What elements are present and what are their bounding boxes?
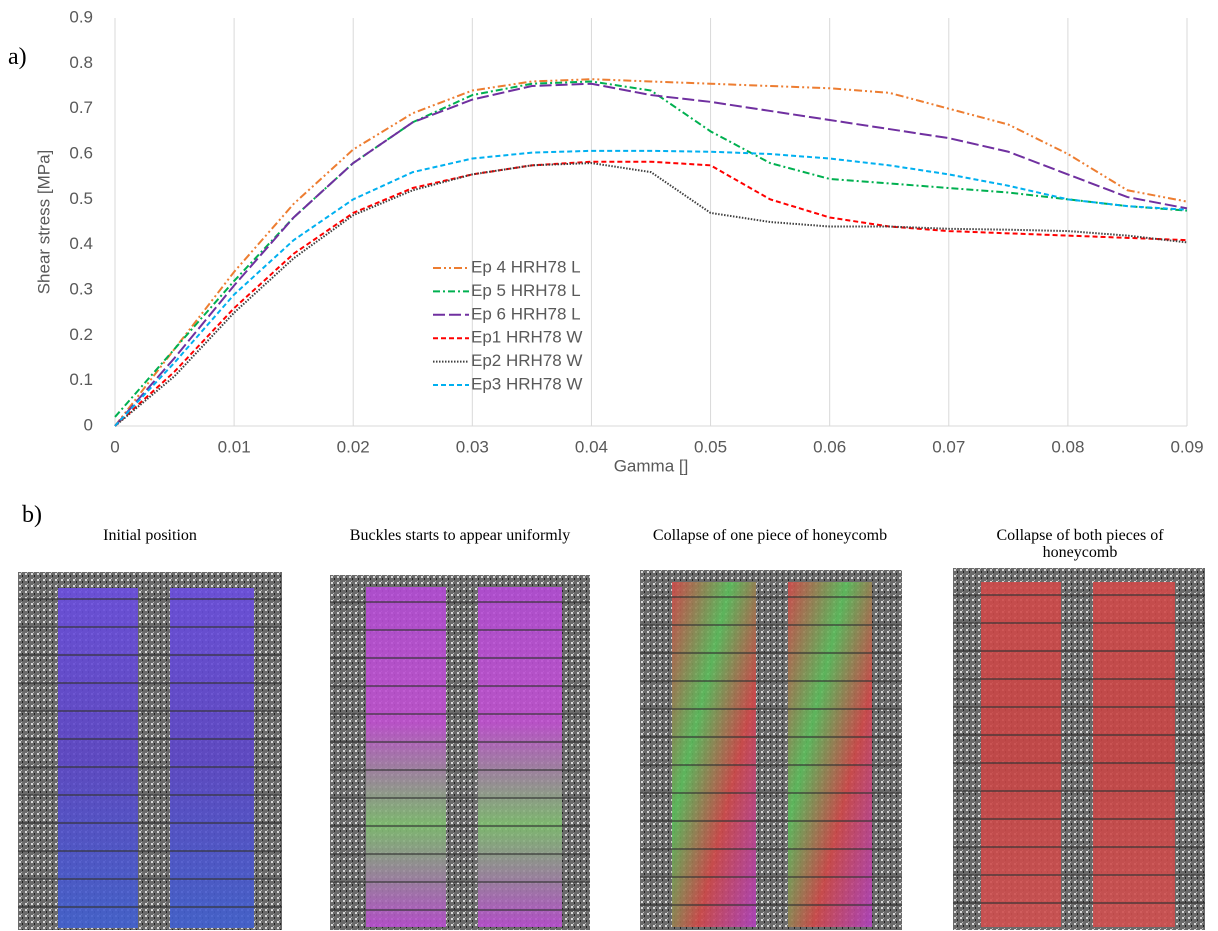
strain-image	[330, 575, 590, 930]
strain-image	[953, 568, 1205, 930]
x-tick-label: 0.04	[575, 437, 608, 456]
y-axis-label: Shear stress [MPa]	[34, 150, 53, 295]
y-tick-label: 0.5	[69, 189, 93, 208]
x-tick-label: 0.07	[932, 437, 965, 456]
x-tick-label: 0.05	[694, 437, 727, 456]
image-caption: Collapse of one piece of honeycomb	[652, 527, 888, 544]
x-axis-label: Gamma []	[614, 456, 689, 475]
y-tick-label: 0.4	[69, 234, 93, 253]
panel-label: a)	[8, 44, 27, 70]
y-tick-label: 0.6	[69, 143, 93, 162]
y-tick-label: 0.3	[69, 279, 93, 298]
x-tick-label: 0.09	[1170, 437, 1203, 456]
legend-label: Ep 5 HRH78 L	[471, 281, 581, 300]
legend-label: Ep 6 HRH78 L	[471, 304, 581, 323]
image-caption: Collapse of both pieces of honeycomb	[996, 527, 1164, 561]
x-tick-label: 0.02	[337, 437, 370, 456]
legend-label: Ep 4 HRH78 L	[471, 257, 581, 276]
y-tick-label: 0.2	[69, 325, 93, 344]
legend-label: Ep3 HRH78 W	[471, 374, 582, 393]
y-tick-label: 0.1	[69, 370, 93, 389]
series-line	[114, 82, 1188, 427]
chart: Shear stress [MPa] Gamma [] 0 0.01 0.02 0.0…	[34, 7, 1203, 475]
strain-image	[640, 570, 902, 930]
image-caption: Initial position	[103, 527, 197, 544]
x-tick-label: 0.03	[456, 437, 489, 456]
y-tick-label: 0.8	[69, 53, 93, 72]
y-tick-label: 0.9	[69, 7, 93, 26]
series-line	[114, 160, 1188, 427]
x-tick-label: 0.01	[218, 437, 251, 456]
x-tick-label: 0.06	[813, 437, 846, 456]
x-tick-label: 0.08	[1051, 437, 1084, 456]
legend-label: Ep2 HRH78 W	[471, 351, 582, 370]
y-tick-label: 0	[84, 415, 93, 434]
image-caption: Buckles starts to appear uniformly	[349, 527, 571, 544]
y-tick-label: 0.7	[69, 98, 93, 117]
legend-label: Ep1 HRH78 W	[471, 328, 582, 347]
series-line	[114, 78, 1188, 427]
series-line	[114, 149, 1188, 427]
series-line	[114, 162, 1188, 427]
panel-label: b)	[22, 502, 42, 528]
series-line	[114, 80, 1188, 418]
strain-image	[18, 572, 282, 930]
x-tick-label: 0	[110, 437, 119, 456]
